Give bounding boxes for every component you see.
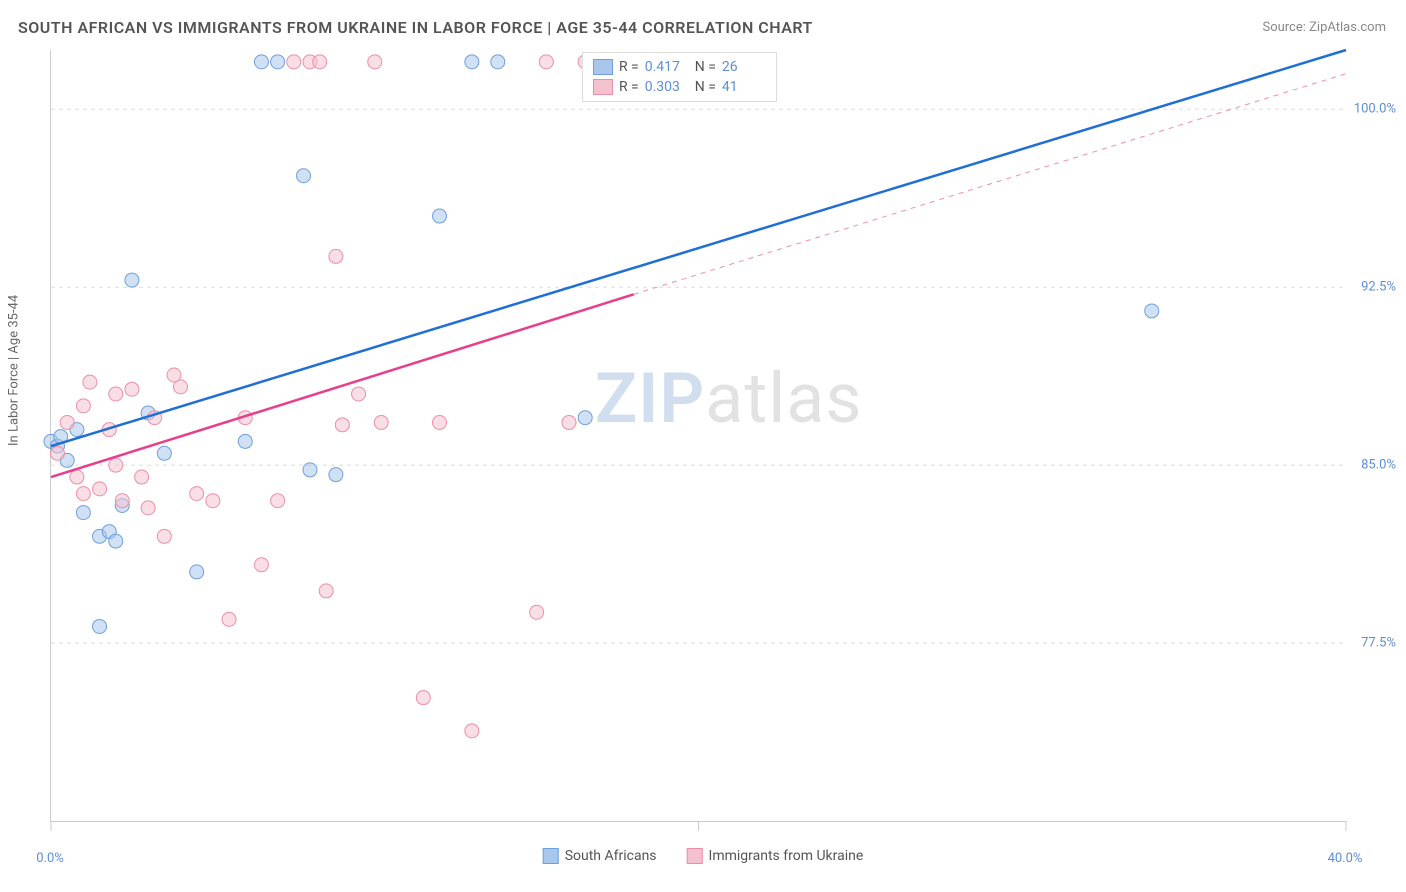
n-label: N =: [695, 59, 716, 75]
swatch-pink-icon: [593, 79, 613, 95]
y-tick-label: 100.0%: [1354, 102, 1396, 117]
n-label: N =: [695, 79, 716, 95]
r-label: R =: [619, 59, 639, 75]
legend-label-2: Immigrants from Ukraine: [709, 848, 864, 864]
stats-row-1: R = 0.417 N = 26: [593, 57, 766, 77]
chart-container: SOUTH AFRICAN VS IMMIGRANTS FROM UKRAINE…: [0, 0, 1406, 892]
x-tick-label: 0.0%: [36, 851, 64, 866]
stats-row-2: R = 0.303 N = 41: [593, 77, 766, 97]
r-value-2: 0.303: [645, 79, 689, 95]
swatch-pink-icon: [687, 848, 703, 864]
source-label: Source: ZipAtlas.com: [1262, 20, 1386, 35]
plot-area: ZIPatlas R = 0.417 N = 26 R = 0.303 N = …: [50, 50, 1346, 822]
r-value-1: 0.417: [645, 59, 689, 75]
legend-item-2: Immigrants from Ukraine: [687, 848, 864, 864]
y-tick-label: 92.5%: [1361, 280, 1396, 295]
y-tick-label: 77.5%: [1361, 636, 1396, 651]
chart-title: SOUTH AFRICAN VS IMMIGRANTS FROM UKRAINE…: [18, 18, 813, 37]
swatch-blue-icon: [593, 59, 613, 75]
r-label: R =: [619, 79, 639, 95]
legend-item-1: South Africans: [543, 848, 657, 864]
n-value-2: 41: [722, 79, 766, 95]
n-value-1: 26: [722, 59, 766, 75]
y-tick-label: 85.0%: [1361, 458, 1396, 473]
swatch-blue-icon: [543, 848, 559, 864]
plot-svg: [51, 50, 1346, 821]
legend-label-1: South Africans: [565, 848, 657, 864]
stats-box: R = 0.417 N = 26 R = 0.303 N = 41: [582, 52, 777, 102]
y-axis-label: In Labor Force | Age 35-44: [7, 295, 22, 446]
x-tick-label: 40.0%: [1328, 851, 1363, 866]
legend-bottom: South Africans Immigrants from Ukraine: [543, 848, 864, 864]
